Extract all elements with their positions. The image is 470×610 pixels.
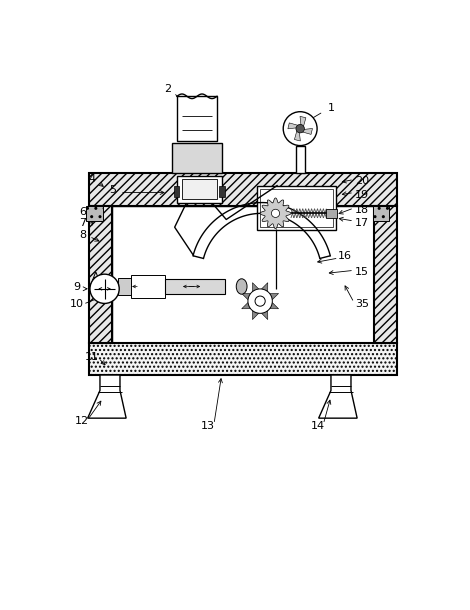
Circle shape [90,274,119,303]
Circle shape [248,289,272,314]
Ellipse shape [236,279,247,294]
Circle shape [255,296,265,306]
Bar [373,206,390,221]
Polygon shape [301,129,313,134]
Bar [374,206,397,343]
Circle shape [272,209,280,217]
Text: 17: 17 [355,218,369,228]
Text: 6: 6 [79,207,86,217]
Polygon shape [242,303,251,309]
Bar [89,206,112,343]
Bar [131,275,164,298]
Polygon shape [300,117,306,127]
Polygon shape [252,310,259,320]
Text: 11: 11 [85,351,99,362]
Bar [112,206,374,343]
Bar [174,187,179,197]
Polygon shape [87,375,126,418]
Text: 19: 19 [355,190,369,200]
Polygon shape [288,123,299,129]
Text: 3: 3 [189,145,196,155]
Bar [296,146,305,173]
Bar [257,185,336,231]
Text: 15: 15 [355,267,369,277]
Bar [181,179,217,199]
Text: 13: 13 [201,421,215,431]
Bar [219,187,225,197]
Text: 12: 12 [74,416,88,426]
Polygon shape [270,303,279,309]
Bar [326,209,337,218]
Bar [164,279,225,294]
Text: 4: 4 [89,174,96,184]
Text: 8: 8 [79,230,86,240]
Text: 14: 14 [311,421,325,431]
Bar [118,278,131,295]
Text: 5: 5 [109,185,116,195]
Bar [177,96,217,141]
Bar [177,176,222,203]
Text: 20: 20 [355,176,369,186]
Polygon shape [319,375,357,418]
Circle shape [296,124,305,133]
Polygon shape [260,198,291,229]
Text: 35: 35 [355,299,369,309]
Bar [131,278,164,295]
Text: 18: 18 [355,205,369,215]
Text: 1: 1 [328,103,335,113]
Polygon shape [261,282,268,292]
Bar [172,143,222,173]
Polygon shape [270,293,279,300]
Polygon shape [252,282,259,292]
Bar [89,343,397,375]
Text: 16: 16 [338,251,352,262]
Bar [89,173,397,206]
Bar [86,206,103,221]
Text: 7: 7 [79,218,86,228]
Polygon shape [242,293,251,300]
Circle shape [283,112,317,146]
Text: 9: 9 [73,282,80,292]
Polygon shape [261,310,268,320]
Bar [260,188,332,227]
Text: 10: 10 [70,299,84,309]
Polygon shape [294,129,300,141]
Text: 2: 2 [164,84,171,93]
Text: A: A [92,272,99,282]
